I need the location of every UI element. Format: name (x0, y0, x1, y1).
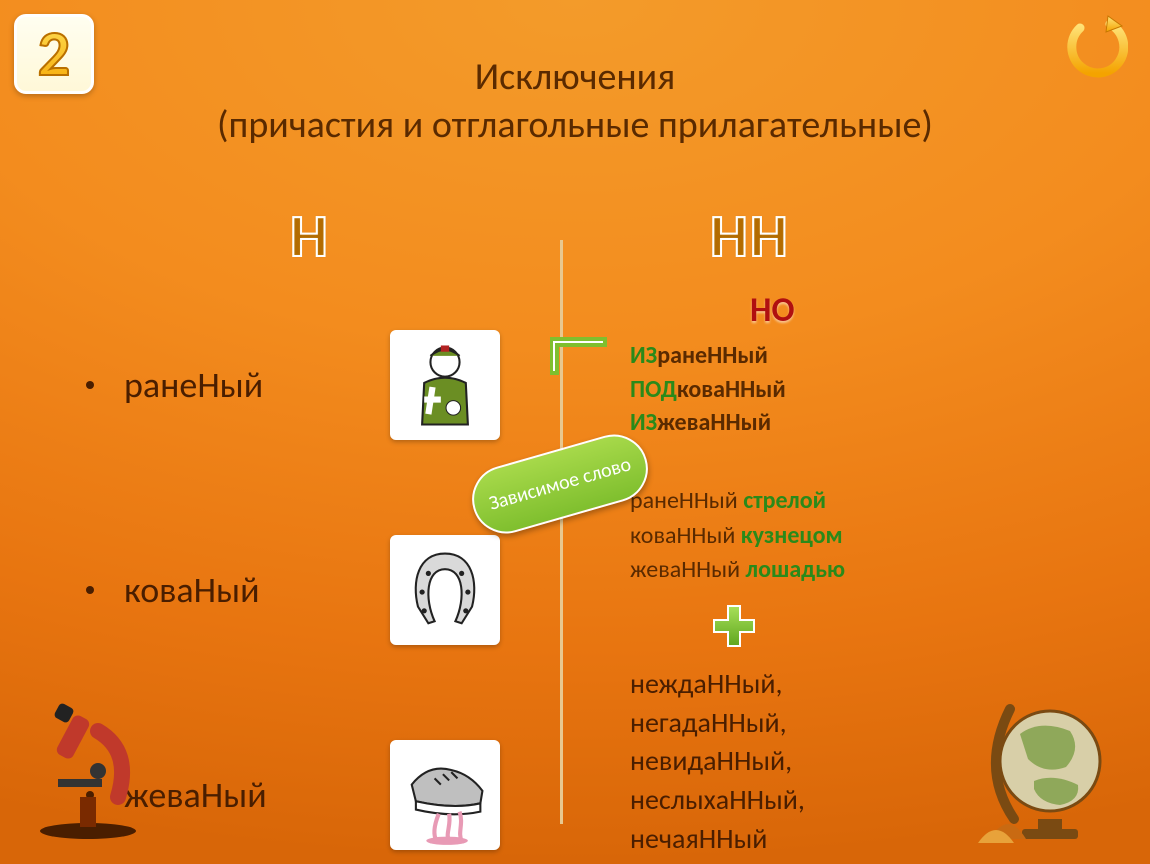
thumb-soldier (390, 330, 500, 440)
microscope-icon (28, 701, 148, 846)
thumb-horseshoe (390, 535, 500, 645)
left-word-2: коваНый (124, 568, 260, 612)
prefix-item-2: ПОДковаННый (630, 373, 1130, 407)
slide-number-badge: 2 (14, 14, 94, 94)
title-line-1: Исключения (120, 54, 1030, 102)
prefix-symbol-icon (550, 334, 610, 383)
prefix-block: ИЗранеННый ПОДковаННый ИЗжеваННый (630, 339, 1130, 440)
plus-icon (710, 602, 1130, 655)
dep-item-1: ранеННый стрелой (630, 484, 1130, 519)
bullet-icon (86, 586, 94, 594)
prefix-item-1: ИЗранеННый (630, 339, 1130, 373)
thumb-shoe-gum (390, 740, 500, 850)
slide-number: 2 (38, 15, 70, 93)
left-row-1: ранеНый (80, 330, 520, 440)
prefix-item-3: ИЗжеваННый (630, 406, 1130, 440)
slide-title: Исключения (причастия и отглагольные при… (120, 54, 1030, 149)
column-header-n: Н (290, 200, 330, 273)
column-header-nn: НН (710, 200, 790, 273)
left-row-2: коваНый (80, 535, 520, 645)
column-divider (560, 240, 563, 824)
dependent-block: ранеННый стрелой коваННый кузнецом жеваН… (630, 484, 1130, 588)
globe-icon (970, 689, 1120, 854)
back-arrow-icon (1064, 14, 1128, 78)
no-label: НО (750, 290, 1130, 331)
title-line-2: (причастия и отглагольные прилагательные… (120, 102, 1030, 150)
left-word-1: ранеНый (124, 363, 263, 407)
dep-item-2: коваННый кузнецом (630, 519, 1130, 554)
back-arrow-button[interactable] (1064, 14, 1128, 83)
dep-item-3: жеваННый лошадью (630, 553, 1130, 588)
bullet-icon (86, 381, 94, 389)
